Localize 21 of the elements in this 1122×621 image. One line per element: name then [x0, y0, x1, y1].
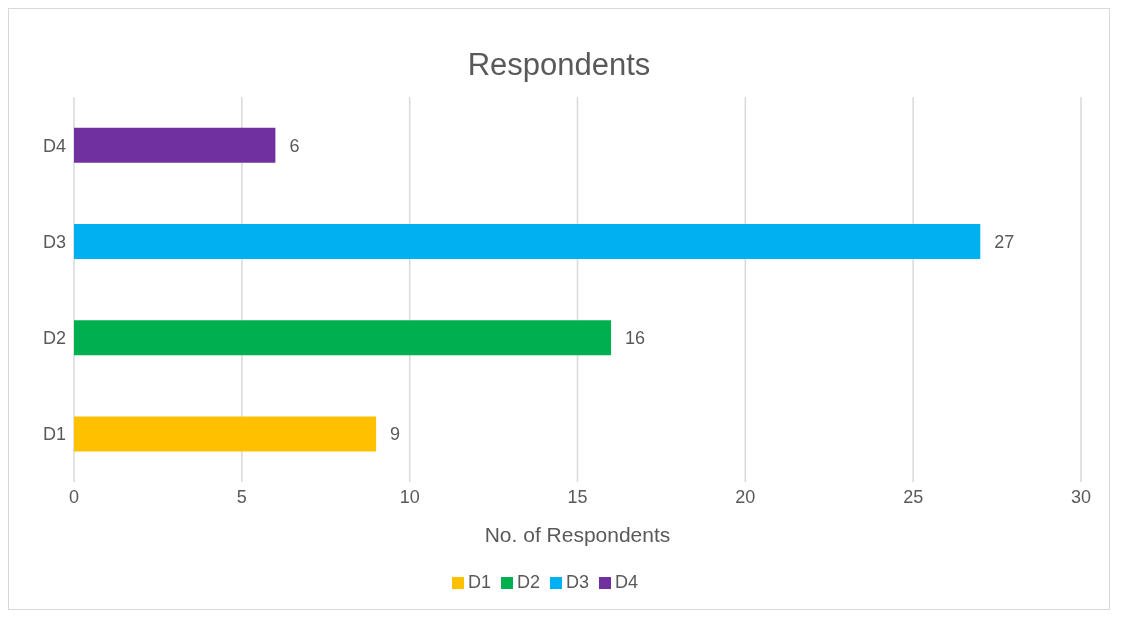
legend-label: D3	[566, 572, 590, 592]
x-axis-title: No. of Respondents	[484, 523, 671, 546]
x-tick-label: 20	[735, 486, 756, 507]
data-label: 16	[625, 328, 646, 349]
legend-label: D1	[467, 572, 491, 592]
data-label: 27	[994, 231, 1015, 252]
legend-label: D2	[516, 572, 540, 592]
y-tick-label: D3	[42, 231, 66, 252]
y-tick-label: D2	[42, 328, 66, 349]
data-label: 6	[289, 135, 300, 156]
data-label: 9	[390, 424, 401, 445]
x-tick-label: 0	[68, 486, 80, 507]
y-tick-label: D4	[42, 135, 66, 156]
y-tick-label: D1	[42, 424, 66, 445]
x-tick-label: 15	[567, 486, 588, 507]
legend-label: D4	[615, 572, 639, 592]
chart-title: Respondents	[466, 47, 652, 83]
x-tick-label: 10	[399, 486, 420, 507]
x-tick-label: 30	[1070, 486, 1092, 507]
x-tick-label: 5	[236, 486, 247, 507]
x-tick-label: 25	[903, 486, 924, 507]
